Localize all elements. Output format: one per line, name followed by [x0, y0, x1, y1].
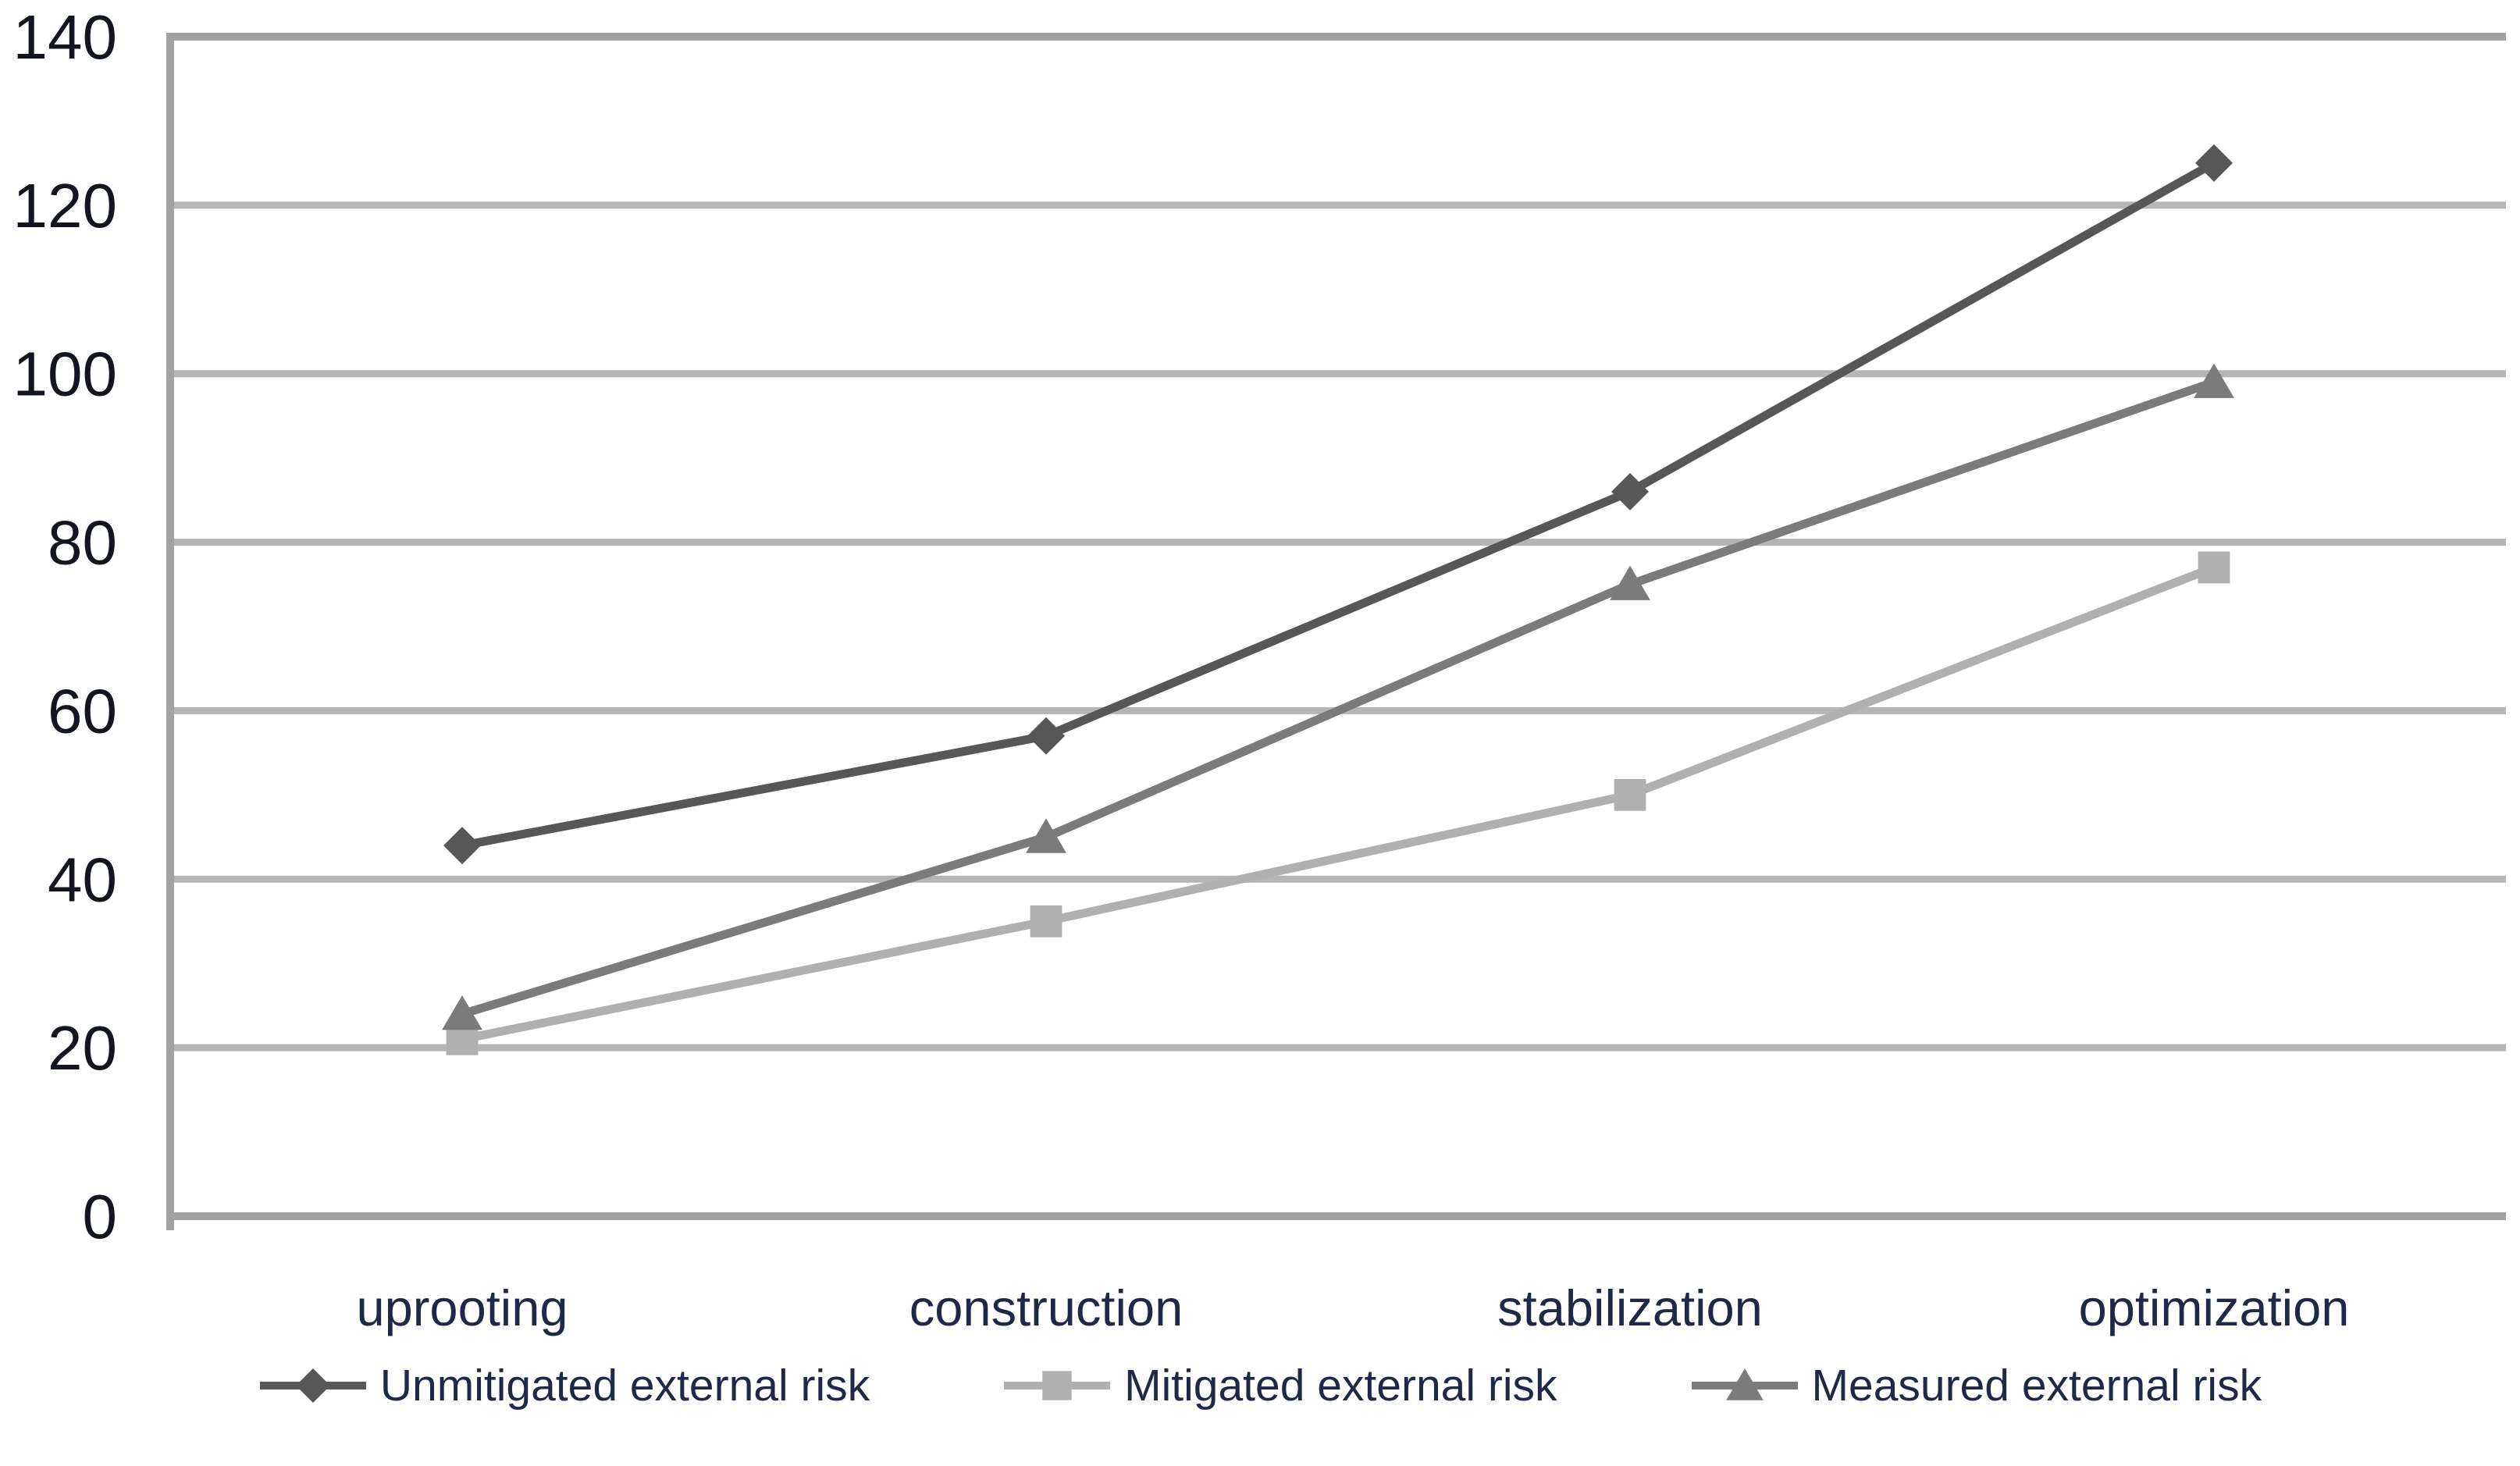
- legend-item: Measured external risk: [1690, 1360, 2262, 1411]
- diamond-marker-icon: [1611, 472, 1649, 511]
- triangle-marker-icon: [1026, 818, 1066, 853]
- diamond-marker-icon: [443, 827, 481, 865]
- series-mitigated-external-risk: [446, 551, 2230, 1055]
- triangle-marker-icon: [1725, 1368, 1764, 1400]
- y-tick-label: 20: [48, 1013, 117, 1083]
- square-marker-icon: [1030, 905, 1062, 938]
- diamond-marker-icon: [2195, 144, 2233, 182]
- square-marker-icon: [2198, 551, 2230, 584]
- legend-marker: [1691, 1368, 1798, 1400]
- legend-label: Unmitigated external risk: [379, 1361, 870, 1411]
- diamond-marker-icon: [1027, 717, 1065, 755]
- gridlines: [167, 33, 2506, 1220]
- x-axis-labels: uprooting construction stabilization optimi…: [356, 1279, 2349, 1336]
- triangle-marker-icon: [442, 995, 482, 1030]
- y-tick-label: 40: [48, 845, 117, 914]
- triangle-marker-icon: [1610, 565, 1650, 600]
- legend-item: Mitigated external risk: [1002, 1360, 1557, 1411]
- legend-item: Unmitigated external risk: [258, 1360, 870, 1411]
- y-tick-label: 120: [13, 171, 117, 240]
- y-tick-label: 100: [13, 340, 117, 409]
- series-line: [457, 378, 2219, 1019]
- diamond-marker-icon: [295, 1368, 330, 1403]
- triangle-marker-icon: [2194, 363, 2234, 398]
- y-tick-label: 60: [48, 676, 117, 745]
- x-category-label: construction: [909, 1279, 1183, 1336]
- legend-marker: [1004, 1371, 1111, 1400]
- series-measured-external-risk: [442, 363, 2234, 1030]
- chart-legend: Unmitigated external risk Mitigated exter…: [0, 1360, 2520, 1411]
- series-line: [457, 158, 2219, 850]
- y-tick-label: 140: [13, 2, 117, 72]
- y-tick-label: 80: [48, 508, 117, 578]
- y-tick-label: 0: [83, 1182, 118, 1251]
- x-category-label: uprooting: [356, 1279, 568, 1336]
- x-category-label: stabilization: [1497, 1279, 1763, 1336]
- square-marker-icon: [1042, 1371, 1072, 1400]
- series-line: [457, 563, 2219, 1044]
- legend-label: Measured external risk: [1811, 1361, 2262, 1411]
- y-axis-labels: 0 20 40 60 80 100 120 140: [13, 2, 117, 1251]
- x-category-label: optimization: [2079, 1279, 2350, 1336]
- legend-marker: [259, 1368, 366, 1403]
- square-marker-icon: [1614, 778, 1646, 811]
- series-unmitigated-external-risk: [443, 144, 2233, 865]
- legend-label: Mitigated external risk: [1124, 1361, 1557, 1411]
